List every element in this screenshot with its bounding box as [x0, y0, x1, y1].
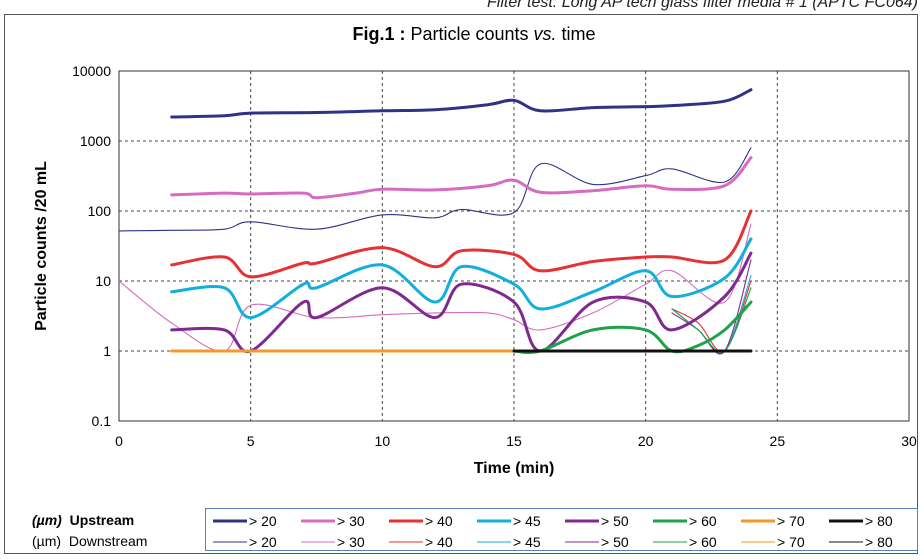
series-upstream-gt45 [170, 237, 753, 320]
y-tick-label: 0.1 [92, 413, 112, 429]
chart-title: Fig.1 : Particle counts vs. time [352, 24, 595, 44]
series-downstream-gt60 [671, 287, 752, 353]
legend-entry-downstream: > 30 [337, 534, 365, 550]
legend-entry-downstream: > 50 [601, 534, 629, 550]
series-upstream-gt40 [170, 209, 753, 279]
legend-entry-downstream: > 60 [689, 534, 717, 550]
legend-unit: (µm) [32, 512, 62, 528]
chart-title-main: Particle counts [405, 24, 533, 44]
y-tick-label: 10000 [72, 63, 111, 79]
legend-entry-upstream: > 20 [249, 513, 277, 529]
x-tick-label: 30 [901, 433, 917, 449]
x-tick-label: 5 [247, 433, 255, 449]
y-tick-label: 1000 [80, 133, 111, 149]
legend-box [205, 508, 918, 551]
legend-entry-upstream: > 80 [865, 513, 893, 529]
series-downstream-gt30 [118, 223, 752, 352]
y-tick-label: 10 [95, 273, 111, 289]
x-tick-label: 25 [770, 433, 786, 449]
series-upstream-gt50 [170, 251, 753, 354]
legend-downstream-label: (µm) Downstream [32, 533, 147, 549]
y-axis-label: Particle counts /20 mL [33, 161, 50, 331]
series-downstream-gt20 [118, 147, 752, 232]
legend-entry-upstream: > 70 [777, 513, 805, 529]
chart-title-end: time [557, 24, 596, 44]
legend-entry-downstream: > 80 [865, 534, 893, 550]
y-tick-label: 1 [103, 343, 111, 359]
legend-entry-downstream: > 45 [513, 534, 541, 550]
legend-entry-upstream: > 60 [689, 513, 717, 529]
legend-downstream-text: Downstream [68, 533, 148, 549]
tick-labels: 0 5 10 15 20 25 30 0.1 1 10 100 1000 10000 [72, 63, 917, 449]
legend-entry-upstream: > 40 [425, 513, 453, 529]
chart-title-vs: vs. [534, 24, 557, 44]
legend-entry-upstream: > 50 [601, 513, 629, 529]
x-tick-label: 10 [375, 433, 391, 449]
legend-entry-downstream: > 20 [249, 534, 277, 550]
legend-upstream-text: Upstream [69, 512, 135, 528]
chart-title-prefix: Fig.1 : [352, 24, 405, 44]
series-upstream-gt30 [170, 156, 753, 200]
legend-entry-downstream: > 70 [777, 534, 805, 550]
plot-area [118, 70, 910, 422]
legend-entry-upstream: > 45 [513, 513, 541, 529]
legend-entry-upstream: > 30 [337, 513, 365, 529]
legend-entry-downstream: > 40 [425, 534, 453, 550]
legend-upstream-label: (µm) Upstream [32, 512, 134, 528]
grid-lines [118, 70, 910, 422]
figure-caption: Filter test: Long AP tech glass filter m… [487, 0, 918, 11]
x-tick-label: 0 [115, 433, 123, 449]
y-tick-label: 100 [88, 203, 112, 219]
x-tick-label: 15 [506, 433, 522, 449]
series-upstream-gt20 [170, 88, 753, 119]
series-layer [118, 88, 753, 355]
legend: > 20 > 30 > 40 > 45 > 50 > 60 > 70 > 80 > 20 > 30… [213, 513, 893, 550]
x-tick-label: 20 [638, 433, 654, 449]
x-axis-label: Time (min) [474, 460, 555, 477]
legend-unit-2: (µm) [32, 533, 62, 549]
